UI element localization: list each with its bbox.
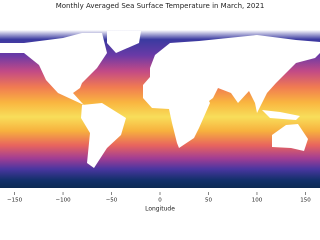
- land: [0, 31, 320, 168]
- map: [0, 30, 320, 188]
- chart-title: Monthly Averaged Sea Surface Temperature…: [56, 2, 265, 10]
- chart: Monthly Averaged Sea Surface Temperature…: [0, 2, 320, 213]
- x-tick-label: −150: [7, 198, 23, 204]
- x-tick-label: 100: [252, 198, 263, 204]
- x-tick-label: 150: [300, 198, 311, 204]
- x-tick-label: −50: [106, 198, 118, 204]
- x-axis-label: Longitude: [145, 206, 175, 213]
- x-tick-label: 50: [205, 198, 212, 204]
- x-tick-label: 0: [158, 198, 162, 204]
- x-tick-label: −100: [55, 198, 71, 204]
